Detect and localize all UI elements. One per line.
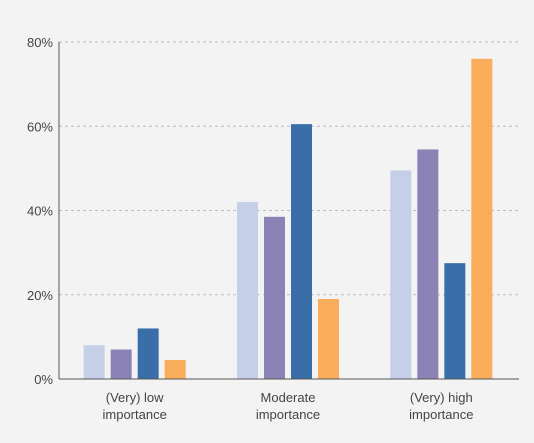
bar-series-4-cat-2 (318, 298, 339, 379)
y-tick-label: 20% (27, 288, 53, 303)
x-category-label: (Very) low importance (103, 390, 167, 422)
x-category-label-line: (Very) high (410, 390, 473, 405)
bar-series-1-cat-3 (390, 170, 412, 379)
bar-series-3-cat-2 (291, 124, 312, 379)
bar-series-4-cat-3 (471, 58, 493, 379)
gridlines (59, 41, 519, 296)
y-tick-label: 80% (27, 35, 53, 50)
bar-series-4-cat-1 (164, 360, 186, 379)
y-tick-label: 60% (27, 119, 53, 134)
bar-series-2-cat-3 (417, 149, 439, 379)
bar-series-1-cat-1 (83, 345, 105, 379)
x-category-label-line: Moderate (261, 390, 316, 405)
y-axis-ticks: 0% 20% 40% 60% 80% (27, 35, 53, 387)
x-category-label-line: importance (103, 407, 167, 422)
bars (83, 58, 493, 379)
bar-series-2-cat-2 (264, 216, 285, 379)
bar-series-3-cat-1 (137, 328, 159, 379)
y-tick-label: 0% (34, 372, 53, 387)
bar-series-3-cat-3 (444, 263, 466, 379)
y-tick-label: 40% (27, 204, 53, 219)
x-category-label-line: (Very) low (106, 390, 164, 405)
bar-series-1-cat-2 (237, 202, 258, 379)
bar-series-2-cat-1 (110, 349, 132, 379)
x-category-label-line: importance (409, 407, 473, 422)
x-category-label: Moderate importance (256, 390, 320, 422)
x-category-label-line: importance (256, 407, 320, 422)
x-category-label: (Very) high importance (409, 390, 473, 422)
